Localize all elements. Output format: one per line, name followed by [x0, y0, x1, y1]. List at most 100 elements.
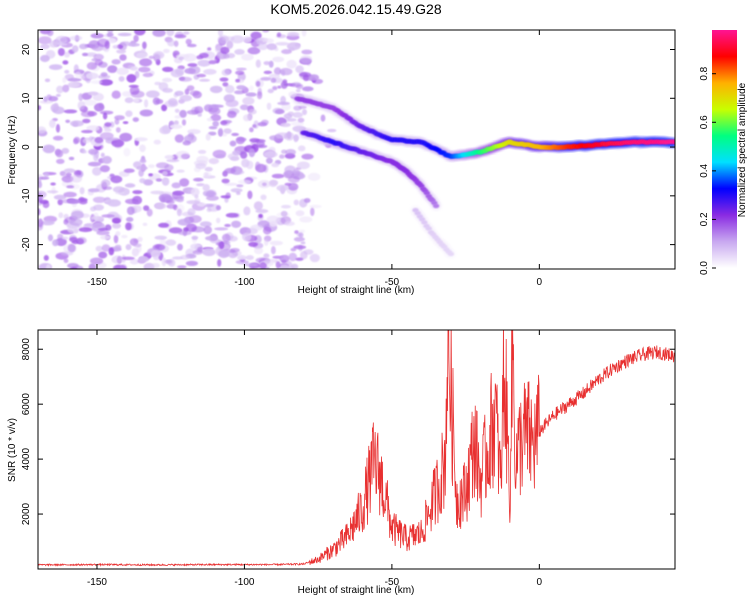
noise-blob — [293, 134, 299, 143]
noise-blob — [283, 113, 293, 120]
ridge-main-signal — [292, 94, 675, 161]
noise-blob — [198, 78, 211, 82]
noise-blob — [142, 222, 148, 226]
noise-blob — [308, 74, 320, 81]
noise-blob — [195, 162, 207, 170]
noise-blob — [236, 184, 244, 188]
noise-blob — [92, 222, 105, 229]
noise-blob — [113, 234, 119, 244]
noise-blob — [78, 227, 93, 233]
noise-blob — [272, 86, 278, 91]
noise-blob — [282, 79, 288, 84]
noise-blob — [197, 149, 207, 154]
noise-blob — [263, 61, 271, 66]
noise-blob — [179, 178, 190, 187]
noise-blob — [196, 73, 207, 78]
noise-blob — [119, 54, 127, 61]
noise-blob — [148, 55, 155, 60]
noise-blob — [129, 258, 139, 265]
noise-blob — [155, 99, 164, 104]
ridge-point — [421, 220, 428, 225]
noise-blob — [295, 65, 304, 74]
noise-blob — [124, 97, 134, 104]
noise-blob — [85, 72, 99, 80]
noise-blob — [173, 40, 179, 47]
noise-blob — [48, 96, 59, 102]
noise-blob — [175, 67, 185, 76]
snr-y-ticks: 2000 4000 6000 8000 — [21, 338, 675, 525]
noise-blob — [53, 102, 59, 111]
noise-blob — [299, 72, 312, 78]
noise-blob — [178, 56, 184, 61]
colorbar-tick-label: 0.8 — [699, 66, 710, 80]
noise-blob — [174, 90, 184, 97]
noise-blob — [101, 155, 112, 164]
noise-blob — [133, 243, 142, 248]
noise-blob — [139, 144, 146, 153]
noise-blob — [269, 240, 283, 246]
noise-blob — [150, 249, 161, 258]
noise-blob — [124, 183, 136, 188]
noise-blob — [98, 251, 108, 259]
noise-blob — [211, 104, 224, 108]
noise-blob — [218, 128, 223, 137]
noise-blob — [111, 59, 121, 65]
noise-blob — [243, 114, 251, 122]
noise-blob — [143, 205, 150, 211]
noise-blob — [247, 190, 253, 200]
noise-blob — [249, 85, 254, 91]
noise-blob — [221, 69, 231, 76]
y-tick-label: 8000 — [21, 338, 32, 361]
noise-blob — [300, 251, 308, 260]
noise-blob — [176, 208, 182, 217]
noise-blob — [133, 34, 139, 43]
noise-blob — [114, 118, 120, 125]
noise-blob — [111, 90, 121, 99]
ridge-faint-tail — [410, 206, 456, 259]
noise-blob — [179, 195, 184, 199]
noise-blob — [256, 91, 263, 100]
noise-blob — [290, 247, 297, 252]
noise-blob — [49, 64, 63, 70]
noise-blob — [79, 43, 88, 50]
noise-blob — [248, 108, 257, 115]
noise-blob — [269, 180, 278, 188]
noise-blob — [296, 161, 310, 170]
noise-blob — [177, 265, 187, 269]
y-tick-label: 0 — [21, 144, 32, 150]
noise-blob — [292, 112, 304, 118]
noise-blob — [114, 244, 122, 250]
noise-blob — [121, 256, 135, 260]
snr-x-axis-label: Height of straight line (km) — [298, 585, 415, 596]
noise-blob — [226, 40, 234, 49]
noise-blob — [158, 222, 170, 228]
noise-blob — [205, 133, 211, 141]
noise-blob — [42, 144, 55, 154]
noise-blob — [63, 219, 69, 225]
noise-blob — [288, 252, 297, 262]
noise-blob — [82, 52, 88, 57]
noise-blob — [69, 236, 78, 243]
noise-blob — [185, 223, 197, 233]
noise-blob — [46, 264, 51, 269]
noise-blob — [258, 214, 263, 218]
noise-blob — [262, 30, 270, 33]
noise-blob — [65, 119, 71, 124]
noise-blob — [185, 260, 198, 266]
noise-blob — [63, 258, 69, 264]
noise-blob — [61, 147, 70, 154]
noise-blob — [197, 246, 203, 252]
noise-blob — [125, 222, 132, 231]
noise-blob — [99, 165, 110, 173]
noise-blob — [166, 30, 175, 37]
noise-blob — [177, 218, 191, 226]
noise-blob — [167, 39, 176, 47]
noise-blob — [140, 48, 146, 53]
noise-blob — [205, 191, 217, 197]
noise-blob — [130, 66, 139, 71]
noise-blob — [38, 126, 47, 134]
noise-blob — [276, 184, 289, 192]
noise-blob — [46, 30, 54, 37]
noise-blob — [263, 70, 272, 75]
